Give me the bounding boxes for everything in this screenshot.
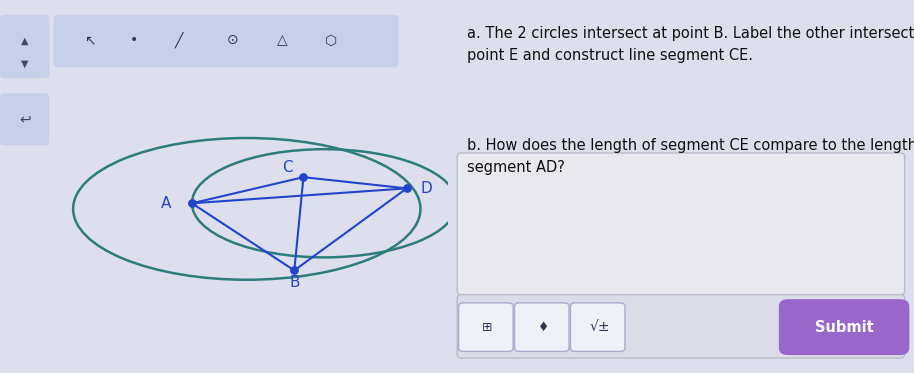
FancyBboxPatch shape (0, 93, 49, 145)
Point (185, 200, 199, 206)
FancyBboxPatch shape (570, 303, 625, 351)
Text: Submit: Submit (814, 320, 874, 335)
Text: ▼: ▼ (21, 59, 28, 68)
Point (296, 174, 311, 180)
Text: ╱: ╱ (175, 32, 184, 48)
Text: B: B (289, 275, 300, 290)
Text: C: C (282, 160, 292, 175)
FancyBboxPatch shape (779, 299, 909, 355)
Text: √±: √± (590, 320, 610, 334)
Text: ⊞: ⊞ (483, 321, 493, 333)
Text: △: △ (277, 33, 288, 47)
Text: a. The 2 circles intersect at point B. Label the other intersection
point E and : a. The 2 circles intersect at point B. L… (466, 26, 914, 63)
Point (399, 185, 414, 191)
Text: •: • (130, 33, 139, 47)
Text: ↖: ↖ (84, 33, 95, 47)
FancyBboxPatch shape (0, 15, 49, 78)
FancyBboxPatch shape (457, 295, 905, 358)
Text: b. How does the length of segment CE compare to the length of
segment AD?: b. How does the length of segment CE com… (466, 138, 914, 175)
Point (287, 267, 302, 273)
Text: ♦: ♦ (537, 321, 549, 333)
Text: ↩: ↩ (19, 112, 30, 126)
Text: ⊙: ⊙ (227, 33, 239, 47)
Text: ▲: ▲ (21, 36, 28, 46)
FancyBboxPatch shape (457, 153, 905, 295)
FancyBboxPatch shape (54, 15, 399, 67)
Text: ⬡: ⬡ (325, 33, 337, 47)
FancyBboxPatch shape (515, 303, 569, 351)
FancyBboxPatch shape (459, 303, 513, 351)
Text: D: D (421, 181, 432, 196)
Text: A: A (161, 196, 172, 211)
